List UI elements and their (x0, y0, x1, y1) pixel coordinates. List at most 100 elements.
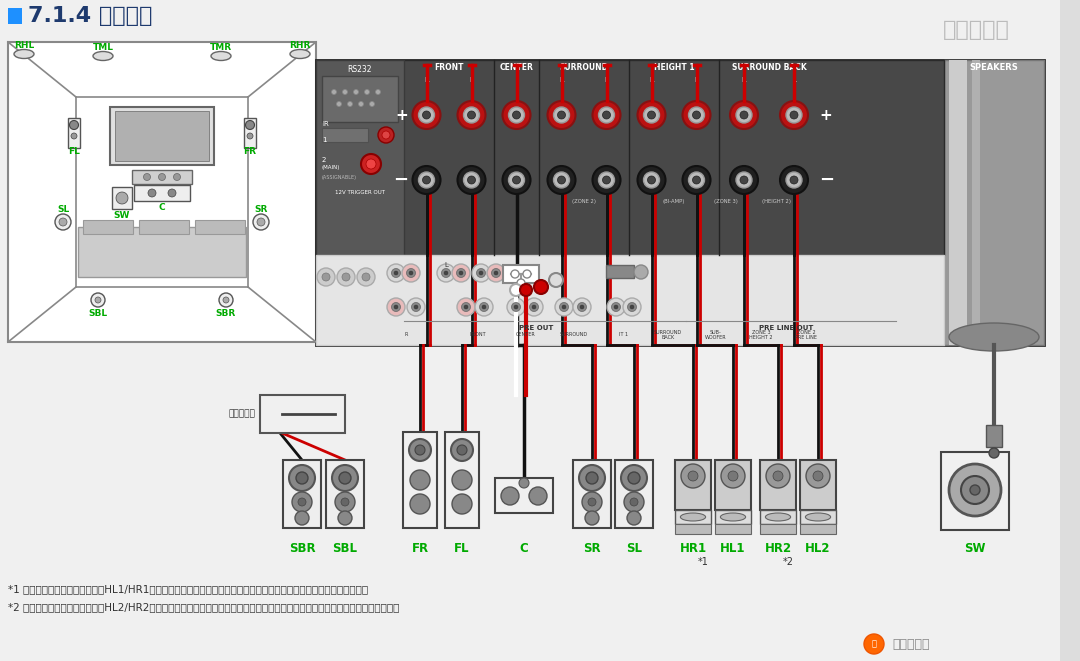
Circle shape (419, 172, 434, 188)
Circle shape (245, 120, 255, 130)
Circle shape (598, 172, 615, 188)
Text: 什么值得买: 什么值得买 (892, 637, 930, 650)
Circle shape (525, 298, 543, 316)
Circle shape (740, 176, 748, 184)
Circle shape (219, 293, 233, 307)
Text: HR2: HR2 (765, 541, 792, 555)
Circle shape (529, 303, 539, 311)
Circle shape (637, 101, 665, 129)
Bar (800, 524, 836, 534)
Text: SW: SW (964, 541, 986, 555)
Circle shape (422, 111, 431, 119)
Text: FR: FR (411, 541, 429, 555)
Text: IT 1: IT 1 (620, 332, 629, 338)
Bar (195, 220, 245, 234)
Text: 1: 1 (322, 137, 326, 143)
Text: FRONT: FRONT (434, 63, 463, 73)
Text: *1: *1 (698, 557, 708, 567)
Bar (606, 265, 634, 278)
Circle shape (780, 166, 808, 194)
Text: RHR: RHR (289, 40, 311, 50)
Circle shape (494, 271, 498, 275)
Circle shape (91, 293, 105, 307)
Circle shape (342, 273, 350, 281)
Circle shape (813, 471, 823, 481)
Circle shape (773, 471, 783, 481)
Circle shape (786, 107, 802, 123)
Circle shape (391, 303, 401, 311)
Circle shape (342, 89, 348, 95)
Circle shape (407, 298, 426, 316)
Text: HEIGHT 1: HEIGHT 1 (653, 63, 694, 73)
Text: 7.1.4 声道系统: 7.1.4 声道系统 (28, 6, 152, 26)
Text: SURROUND BACK: SURROUND BACK (731, 63, 807, 73)
Circle shape (332, 89, 337, 95)
Bar (8, 8, 22, 24)
Circle shape (780, 101, 808, 129)
Circle shape (409, 439, 431, 461)
Circle shape (585, 511, 599, 525)
Circle shape (491, 268, 500, 278)
Bar (800, 510, 836, 524)
Text: L: L (605, 77, 608, 83)
Bar (316, 60, 1044, 345)
Circle shape (457, 445, 467, 455)
Circle shape (949, 464, 1001, 516)
Circle shape (174, 173, 180, 180)
Circle shape (517, 279, 525, 287)
Bar (244, 118, 256, 148)
Bar (316, 255, 944, 345)
Circle shape (513, 176, 521, 184)
Circle shape (468, 176, 475, 184)
Text: R: R (649, 77, 653, 83)
Circle shape (376, 89, 380, 95)
Circle shape (55, 214, 71, 230)
Circle shape (116, 192, 129, 204)
Ellipse shape (14, 50, 33, 59)
Circle shape (422, 176, 431, 184)
Circle shape (95, 297, 102, 303)
Circle shape (359, 102, 364, 106)
Circle shape (634, 265, 648, 279)
Circle shape (534, 280, 548, 294)
Circle shape (382, 131, 390, 139)
Ellipse shape (806, 513, 831, 521)
Text: ZONE 2
PRE LINE: ZONE 2 PRE LINE (795, 330, 816, 340)
Circle shape (509, 172, 525, 188)
Circle shape (295, 511, 309, 525)
Circle shape (487, 264, 505, 282)
Circle shape (159, 173, 165, 180)
Text: L: L (444, 262, 448, 268)
Circle shape (789, 176, 798, 184)
Circle shape (362, 273, 370, 281)
Bar (573, 460, 611, 528)
Bar (675, 510, 711, 524)
Bar (322, 76, 399, 122)
Circle shape (548, 166, 576, 194)
Bar (675, 524, 711, 534)
Bar (715, 460, 751, 510)
Text: R: R (424, 77, 429, 83)
Circle shape (410, 470, 430, 490)
Bar (944, 60, 1044, 345)
Text: (HEIGHT 2): (HEIGHT 2) (761, 200, 791, 204)
Text: SBL: SBL (89, 309, 108, 319)
Circle shape (607, 298, 625, 316)
Circle shape (766, 464, 789, 488)
Circle shape (621, 465, 647, 491)
Circle shape (348, 102, 352, 106)
Circle shape (476, 268, 486, 278)
Circle shape (332, 465, 357, 491)
Circle shape (598, 107, 615, 123)
Circle shape (480, 271, 483, 275)
Circle shape (387, 264, 405, 282)
Text: C: C (159, 202, 165, 212)
Circle shape (630, 498, 638, 506)
Circle shape (339, 472, 351, 484)
Circle shape (144, 173, 150, 180)
Bar (8, 42, 316, 342)
Text: (ZONE 2): (ZONE 2) (572, 200, 596, 204)
Bar (83, 220, 133, 234)
Text: +: + (819, 108, 832, 122)
Text: PRE LINE OUT: PRE LINE OUT (759, 325, 813, 331)
